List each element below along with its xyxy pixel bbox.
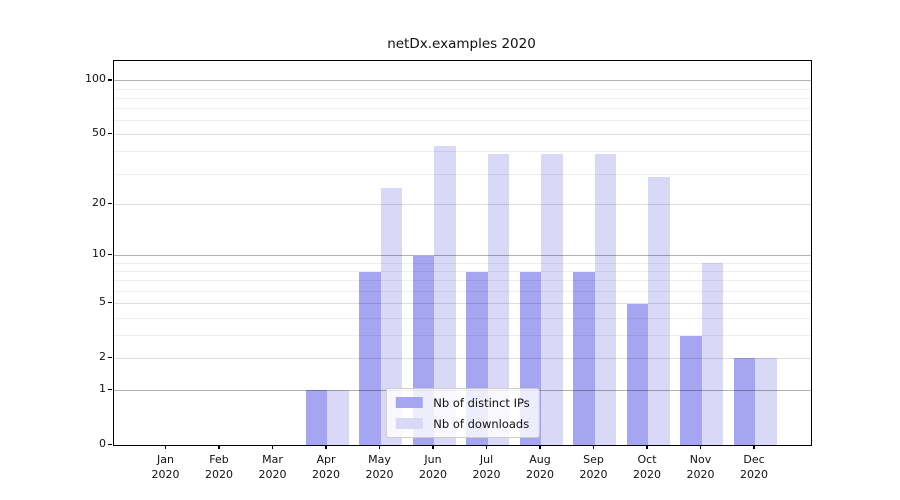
- y-axis-tick-label: 20: [92, 196, 106, 210]
- grid-line: [114, 120, 811, 122]
- bar-downloads-nov: [701, 263, 723, 445]
- y-axis-tick-label: 1: [99, 381, 106, 395]
- bar-distinct-ips-sep: [573, 271, 595, 445]
- x-axis-tick-label: Apr 2020: [312, 453, 340, 481]
- y-axis-tick-label: 5: [99, 295, 106, 309]
- legend-swatch-distinct-ips-icon: [395, 397, 423, 408]
- grid-line: [114, 173, 811, 175]
- plot-area: Nb of distinct IPs Nb of downloads: [113, 60, 812, 446]
- grid-line: [114, 204, 811, 206]
- bar-downloads-jul: [487, 153, 509, 445]
- grid-line: [114, 134, 811, 136]
- x-axis-tick-label: Sep 2020: [579, 453, 608, 481]
- x-tick-mark: [218, 445, 220, 450]
- x-tick-mark: [699, 445, 702, 450]
- bar-downloads-apr: [327, 390, 349, 445]
- y-axis-tick-label: 2: [99, 349, 106, 363]
- legend-swatch-downloads-icon: [395, 418, 423, 429]
- x-tick-mark: [592, 445, 595, 450]
- x-axis-tick-label: Jan 2020: [151, 453, 180, 481]
- y-tick-mark: [108, 443, 112, 445]
- y-tick-mark: [108, 254, 112, 256]
- bar-distinct-ips-may: [359, 271, 381, 445]
- y-axis-tick-label: 10: [92, 247, 106, 261]
- x-axis-tick-label: Feb 2020: [205, 453, 233, 481]
- x-axis-tick-label: Mar 2020: [258, 453, 287, 481]
- y-tick-mark: [108, 133, 112, 135]
- chart-title: netDx.examples 2020: [387, 36, 536, 52]
- bar-downloads-sep: [594, 153, 616, 445]
- y-tick-mark: [108, 302, 112, 304]
- legend-label-distinct-ips: Nb of distinct IPs: [433, 395, 530, 410]
- x-tick-mark: [432, 445, 434, 450]
- bar-downloads-jun: [434, 146, 456, 445]
- grid-line: [114, 151, 811, 153]
- legend: Nb of distinct IPs Nb of downloads: [385, 388, 540, 438]
- x-axis-tick-label: Dec 2020: [740, 453, 768, 481]
- y-axis-tick-label: 0: [99, 436, 106, 450]
- y-axis-tick-label: 100: [85, 72, 106, 86]
- x-axis-tick-label: Jun 2020: [419, 453, 447, 481]
- y-axis-tick-label: 50: [92, 126, 106, 140]
- bar-distinct-ips-oct: [626, 303, 648, 445]
- bar-downloads-oct: [648, 176, 670, 445]
- x-axis-tick-label: Aug 2020: [526, 453, 554, 481]
- bar-downloads-aug: [541, 153, 563, 445]
- legend-row: Nb of downloads: [395, 415, 529, 432]
- x-axis-tick-label: Oct 2020: [633, 453, 661, 481]
- legend-row: Nb of distinct IPs: [395, 394, 530, 411]
- x-tick-mark: [325, 445, 327, 450]
- x-tick-mark: [378, 445, 381, 450]
- grid-line: [114, 88, 811, 90]
- x-tick-mark: [539, 445, 541, 450]
- legend-label-downloads: Nb of downloads: [433, 416, 530, 431]
- grid-line: [114, 97, 811, 99]
- grid-line: [114, 255, 811, 257]
- x-tick-mark: [164, 445, 167, 450]
- grid-line: [114, 80, 811, 82]
- grid-line: [114, 108, 811, 110]
- x-tick-mark: [485, 445, 488, 450]
- y-tick-mark: [108, 79, 112, 81]
- bar-downloads-may: [380, 187, 402, 445]
- bar-downloads-dec: [755, 358, 777, 445]
- x-axis-tick-label: Nov 2020: [686, 453, 715, 481]
- y-tick-mark: [108, 356, 112, 358]
- bar-distinct-ips-apr: [305, 390, 327, 445]
- x-tick-mark: [753, 445, 755, 450]
- x-axis-tick-label: Jul 2020: [472, 453, 501, 481]
- y-tick-mark: [108, 388, 112, 390]
- x-tick-mark: [646, 445, 648, 450]
- bar-distinct-ips-dec: [733, 358, 755, 445]
- x-tick-mark: [271, 445, 274, 450]
- x-axis-tick-label: May 2020: [365, 453, 394, 481]
- y-tick-mark: [108, 203, 112, 205]
- bar-distinct-ips-nov: [680, 335, 702, 445]
